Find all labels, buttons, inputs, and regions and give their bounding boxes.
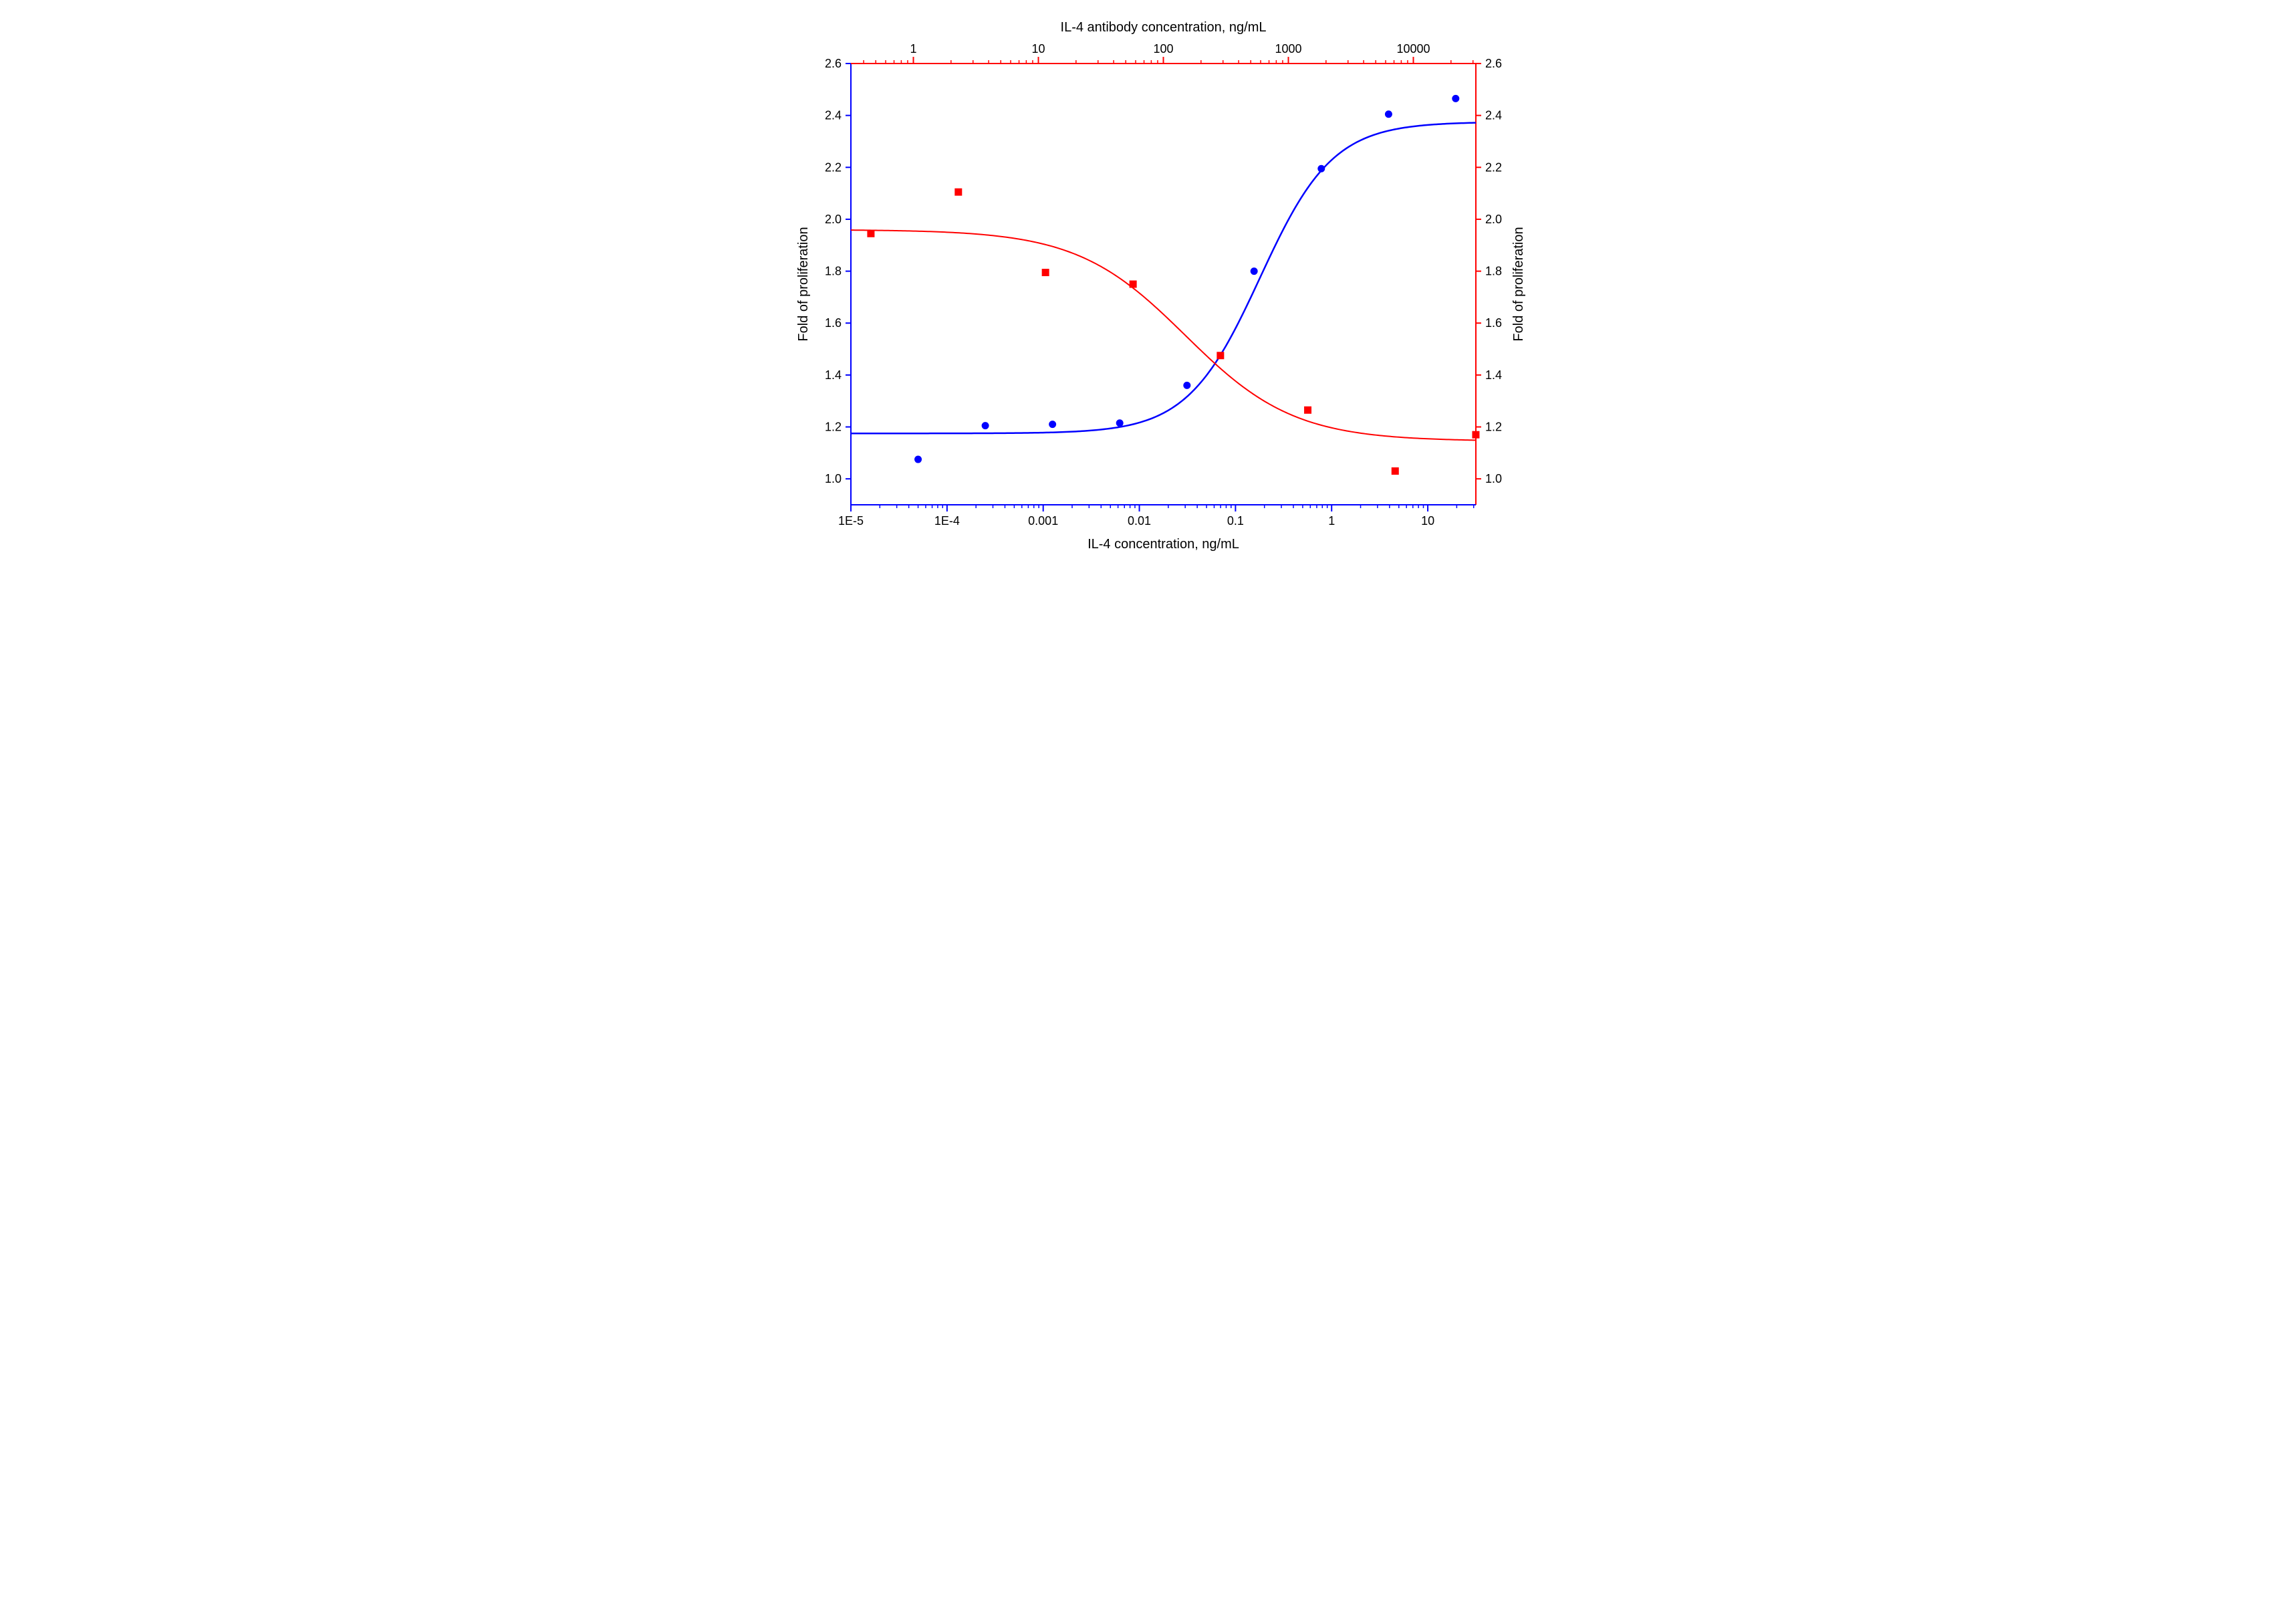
x-bottom-tick: 10 xyxy=(1421,514,1434,528)
red-fit-line xyxy=(851,230,1476,440)
y-tick-right: 2.4 xyxy=(1485,109,1502,122)
red-point xyxy=(1042,269,1049,276)
blue-point xyxy=(1385,111,1392,118)
y-tick-right: 2.0 xyxy=(1485,213,1502,226)
red-point xyxy=(954,189,961,195)
red-point xyxy=(1217,352,1223,359)
blue-point xyxy=(1317,165,1324,172)
blue-point xyxy=(1251,268,1257,275)
y-right-label: Fold of proliferation xyxy=(1511,227,1526,341)
y-left-label: Fold of proliferation xyxy=(796,227,811,341)
y-tick-right: 2.2 xyxy=(1485,160,1502,174)
x-bottom-label: IL-4 concentration, ng/mL xyxy=(1088,537,1239,552)
x-top-tick: 10 xyxy=(1031,42,1045,55)
x-bottom-tick: 1E-5 xyxy=(838,514,863,528)
y-tick-left: 2.2 xyxy=(824,160,841,174)
x-bottom-tick: 0.1 xyxy=(1227,514,1243,528)
y-tick-right: 1.2 xyxy=(1485,421,1502,434)
x-bottom-tick: 1E-4 xyxy=(934,514,959,528)
x-top-tick: 1 xyxy=(910,42,916,55)
red-point xyxy=(1472,431,1479,438)
x-bottom-tick: 1 xyxy=(1328,514,1335,528)
red-point xyxy=(1304,407,1311,413)
y-tick-right: 2.6 xyxy=(1485,57,1502,70)
y-tick-left: 1.4 xyxy=(824,368,841,382)
x-top-tick: 100 xyxy=(1153,42,1173,55)
red-point xyxy=(1392,468,1398,475)
x-top-label: IL-4 antibody concentration, ng/mL xyxy=(1060,20,1266,35)
y-tick-right: 1.6 xyxy=(1485,316,1502,330)
blue-point xyxy=(1183,382,1190,388)
x-bottom-tick: 0.001 xyxy=(1028,514,1058,528)
chart-container: 1.0 1.0 1.2 1.2 1.4 1.4 1.6 1.6 1.8 1.8 2.0 2.0 2.2 2… xyxy=(721,0,1576,600)
blue-point xyxy=(1049,421,1055,428)
y-tick-left: 1.8 xyxy=(824,265,841,278)
y-tick-left: 2.0 xyxy=(824,213,841,226)
blue-point xyxy=(1452,95,1458,102)
blue-point xyxy=(1116,420,1123,427)
y-tick-left: 1.2 xyxy=(824,421,841,434)
x-top-tick: 1000 xyxy=(1275,42,1301,55)
blue-point xyxy=(914,456,921,463)
y-tick-right: 1.8 xyxy=(1485,265,1502,278)
y-tick-right: 1.4 xyxy=(1485,368,1502,382)
y-tick-left: 1.6 xyxy=(824,316,841,330)
y-tick-left: 2.6 xyxy=(824,57,841,70)
chart-svg: 1.0 1.0 1.2 1.2 1.4 1.4 1.6 1.6 1.8 1.8 2.0 2.0 2.2 2… xyxy=(721,0,1576,600)
red-point xyxy=(867,230,874,237)
blue-fit-line xyxy=(851,123,1476,434)
y-tick-right: 1.0 xyxy=(1485,472,1502,485)
x-bottom-tick: 0.01 xyxy=(1128,514,1151,528)
blue-point xyxy=(982,423,989,429)
y-tick-left: 1.0 xyxy=(824,472,841,485)
y-tick-left: 2.4 xyxy=(824,109,841,122)
x-top-tick: 10000 xyxy=(1396,42,1430,55)
red-point xyxy=(1130,281,1136,288)
